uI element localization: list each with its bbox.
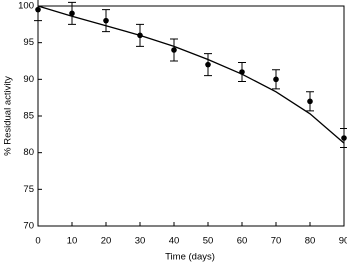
data-point — [307, 98, 313, 105]
x-tick-label: 70 — [271, 236, 282, 247]
x-tick-label: 50 — [203, 236, 214, 247]
y-tick-label: 90 — [23, 74, 34, 85]
y-tick-label: 80 — [23, 147, 34, 158]
x-tick-label: 0 — [35, 236, 40, 247]
y-tick-label: 75 — [23, 184, 34, 195]
x-tick-label: 30 — [135, 236, 146, 247]
y-tick-label: 100 — [18, 1, 34, 12]
plot-frame — [37, 5, 345, 227]
fit-line — [37, 5, 345, 144]
y-tick-label: 70 — [23, 221, 34, 232]
x-tick-label: 90 — [339, 236, 347, 247]
x-tick-label: 40 — [169, 236, 180, 247]
x-axis-title: Time (days) — [165, 252, 215, 263]
x-tick-label: 60 — [237, 236, 248, 247]
x-tick-label: 10 — [67, 236, 78, 247]
data-point — [341, 135, 347, 141]
data-point — [273, 76, 279, 83]
y-tick-label: 85 — [23, 111, 34, 122]
x-tick-label: 20 — [101, 236, 112, 247]
data-point — [205, 61, 211, 68]
y-axis-title: % Residual activity — [3, 76, 14, 156]
y-tick-label: 95 — [23, 37, 34, 48]
data-point — [103, 17, 109, 24]
x-tick-label: 80 — [305, 236, 316, 247]
data-point — [35, 6, 41, 13]
data-point — [69, 10, 75, 17]
data-point — [171, 47, 177, 53]
